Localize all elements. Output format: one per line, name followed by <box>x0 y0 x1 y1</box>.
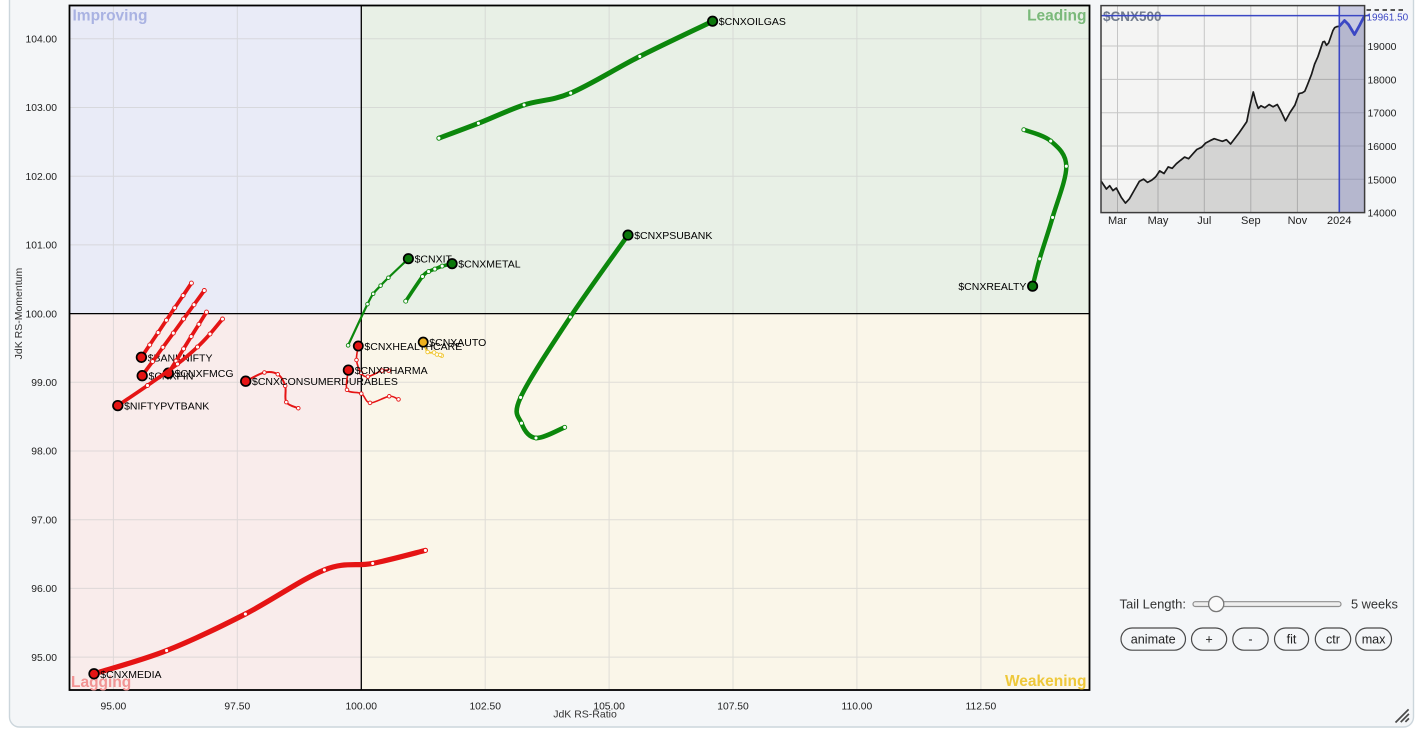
svg-text:$CNXIT: $CNXIT <box>415 254 453 266</box>
svg-text:Jul: Jul <box>1197 215 1211 227</box>
svg-text:JdK RS-Ratio: JdK RS-Ratio <box>553 709 617 721</box>
svg-text:$CNXPSUBANK: $CNXPSUBANK <box>634 230 712 242</box>
svg-text:$CNX500: $CNX500 <box>1103 9 1162 24</box>
svg-text:102.00: 102.00 <box>26 172 58 183</box>
svg-text:97.50: 97.50 <box>224 702 250 713</box>
svg-text:$CNXFMCG: $CNXFMCG <box>175 368 234 380</box>
svg-text:max: max <box>1362 633 1386 647</box>
svg-text:15000: 15000 <box>1368 175 1397 186</box>
svg-text:112.50: 112.50 <box>966 702 997 713</box>
svg-text:5 weeks: 5 weeks <box>1351 596 1398 611</box>
svg-text:19961.50: 19961.50 <box>1367 13 1409 24</box>
svg-text:96.00: 96.00 <box>31 584 57 595</box>
svg-text:97.00: 97.00 <box>31 515 57 526</box>
svg-text:$CNXHEALTHCARE: $CNXHEALTHCARE <box>364 341 462 353</box>
svg-text:$CNXMEDIA: $CNXMEDIA <box>100 669 161 681</box>
svg-text:Sep: Sep <box>1241 215 1261 227</box>
svg-text:98.00: 98.00 <box>31 447 57 458</box>
svg-text:104.00: 104.00 <box>26 35 58 46</box>
svg-text:100.00: 100.00 <box>26 309 58 320</box>
svg-text:Leading: Leading <box>1027 8 1086 25</box>
svg-text:$CNXAUTO: $CNXAUTO <box>429 337 486 349</box>
svg-text:100.00: 100.00 <box>345 702 377 713</box>
svg-text:16000: 16000 <box>1368 142 1397 153</box>
svg-text:-: - <box>1248 633 1252 647</box>
svg-text:Nov: Nov <box>1288 215 1308 227</box>
svg-text:95.00: 95.00 <box>31 653 57 664</box>
svg-text:107.50: 107.50 <box>717 702 749 713</box>
svg-text:$CNXCONSUMERDURABLES: $CNXCONSUMERDURABLES <box>252 376 398 388</box>
svg-text:ctr: ctr <box>1326 633 1340 647</box>
svg-text:Mar: Mar <box>1108 215 1127 227</box>
svg-text:$CNXREALTY: $CNXREALTY <box>958 281 1026 293</box>
svg-text:Tail Length:: Tail Length: <box>1120 596 1187 611</box>
svg-text:$BANKNIFTY: $BANKNIFTY <box>148 352 213 364</box>
svg-text:May: May <box>1148 215 1169 227</box>
svg-text:Weakening: Weakening <box>1005 673 1087 690</box>
svg-text:fit: fit <box>1287 633 1297 647</box>
svg-text:101.00: 101.00 <box>26 241 58 252</box>
svg-text:animate: animate <box>1131 633 1176 647</box>
svg-text:Lagging: Lagging <box>71 674 131 691</box>
svg-text:$CNXMETAL: $CNXMETAL <box>458 259 520 271</box>
svg-text:$NIFTYPVTBANK: $NIFTYPVTBANK <box>124 401 209 413</box>
svg-text:+: + <box>1205 633 1212 647</box>
svg-text:99.00: 99.00 <box>31 378 57 389</box>
svg-text:14000: 14000 <box>1368 209 1397 220</box>
svg-text:103.00: 103.00 <box>26 103 58 114</box>
svg-text:105.00: 105.00 <box>593 702 625 713</box>
svg-text:95.00: 95.00 <box>101 702 127 713</box>
svg-text:19000: 19000 <box>1368 42 1397 53</box>
svg-text:2024: 2024 <box>1327 215 1351 227</box>
svg-text:JdK RS-Momentum: JdK RS-Momentum <box>13 268 25 360</box>
svg-text:17000: 17000 <box>1368 109 1397 120</box>
svg-text:Improving: Improving <box>73 8 148 25</box>
svg-text:$CNXPHARMA: $CNXPHARMA <box>355 365 428 377</box>
svg-text:102.50: 102.50 <box>469 702 501 713</box>
svg-text:110.00: 110.00 <box>842 702 873 713</box>
svg-text:18000: 18000 <box>1368 75 1397 86</box>
svg-text:$CNXOILGAS: $CNXOILGAS <box>719 16 786 28</box>
